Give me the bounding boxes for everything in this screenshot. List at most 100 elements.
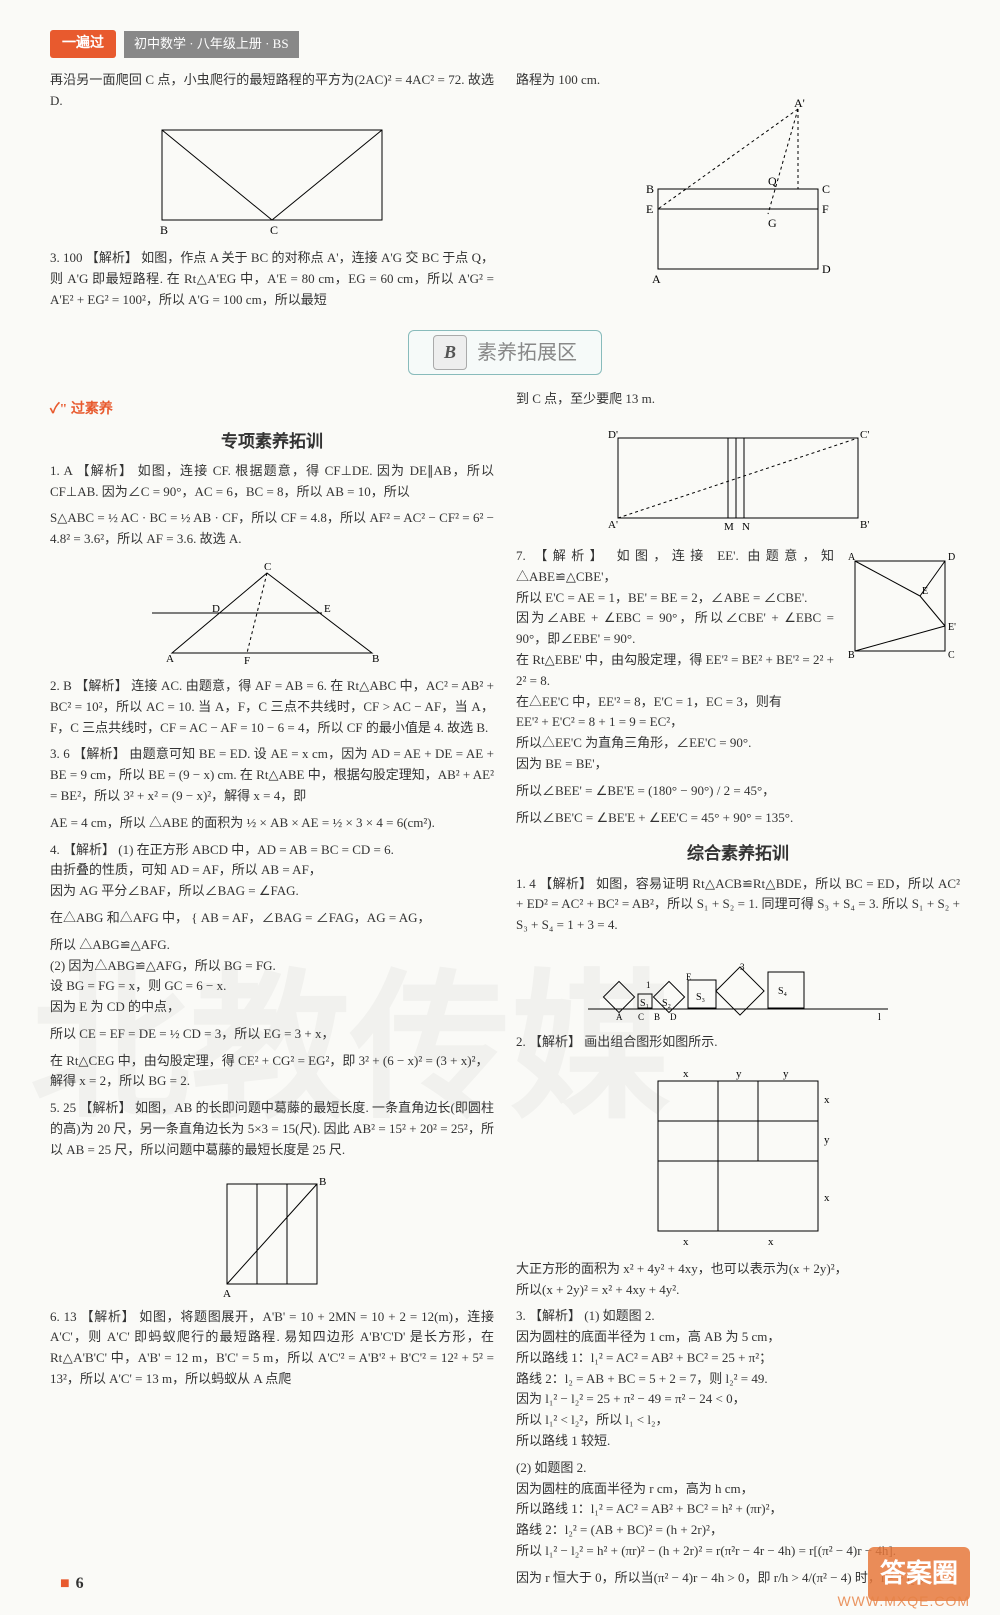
q4d: 所以 CE = EF = DE = ½ CD = 3，所以 EG = 3 + x… — [50, 1024, 494, 1045]
svg-text:A: A — [166, 653, 174, 665]
svg-text:D': D' — [608, 429, 618, 441]
title1: 专项素养拓训 — [50, 428, 494, 455]
right-top-p1: 路程为 100 cm. — [516, 70, 960, 91]
svg-text:x: x — [683, 1068, 689, 1080]
banner-letter: B — [433, 335, 467, 370]
svg-text:E: E — [324, 603, 331, 615]
q7c: 所以∠BE'C = ∠BE'E + ∠EE'C = 45° + 90° = 13… — [516, 808, 960, 829]
c1-diagram: S₁ S₂ S₃ S₄ A C B D l 1 E 3 — [516, 944, 960, 1024]
brand-tag: 一遍过 — [50, 30, 116, 58]
left-top-q3: 3. 100 【解析】 如图，作点 A 关于 BC 的对称点 A'，连接 A'G… — [50, 248, 494, 310]
q5: 5. 25 【解析】 如图，AB 的长即问题中葛藤的最短长度. 一条直角边长(即… — [50, 1098, 494, 1160]
svg-text:A: A — [223, 1288, 231, 1299]
svg-text:M: M — [724, 521, 734, 533]
top-right-col: 路程为 100 cm. A' B C E F G Q A D — [516, 70, 960, 316]
r-diagram1: A' B' C' D' M N — [516, 418, 960, 538]
svg-text:D: D — [822, 262, 831, 276]
svg-text:1: 1 — [646, 980, 651, 990]
svg-text:C: C — [638, 1012, 644, 1022]
q4b: 在△ABG 和△AFG 中， { AB = AF，∠BAG = ∠FAG，AG … — [50, 908, 494, 929]
svg-text:x: x — [824, 1192, 830, 1204]
page-number: 6 — [60, 1571, 84, 1597]
r-p0: 到 C 点，至少要爬 13 m. — [516, 389, 960, 410]
label-b: B — [160, 223, 168, 237]
q3: 3. 6 【解析】 由题意可知 BE = ED. 设 AE = x cm，因为 … — [50, 744, 494, 806]
page: 一遍过 初中数学 · 八年级上册 · BS 再沿另一面爬回 C 点，小虫爬行的最… — [0, 0, 1000, 1615]
svg-text:y: y — [783, 1068, 789, 1080]
main-columns: ✓" 过素养 专项素养拓训 1. A 【解析】 如图，连接 CF. 根据题意，得… — [50, 389, 960, 1594]
svg-text:A: A — [652, 272, 661, 286]
svg-text:Q: Q — [768, 174, 777, 188]
svg-text:D: D — [212, 603, 220, 615]
title2: 综合素养拓训 — [516, 840, 960, 867]
svg-text:D: D — [948, 552, 955, 563]
svg-text:A': A' — [794, 99, 805, 110]
svg-text:x: x — [768, 1236, 774, 1248]
left-column: ✓" 过素养 专项素养拓训 1. A 【解析】 如图，连接 CF. 根据题意，得… — [50, 389, 494, 1594]
diagram-geom-right: A' B C E F G Q A D — [516, 99, 960, 299]
c2a: 2. 【解析】 画出组合图形如图所示. — [516, 1032, 960, 1053]
svg-text:F: F — [244, 655, 250, 667]
guo-label: ✓" 过素养 — [50, 399, 494, 421]
banner-text: 素养拓展区 — [477, 337, 577, 369]
svg-text:E': E' — [948, 622, 956, 633]
svg-text:B: B — [646, 182, 654, 196]
svg-text:x: x — [824, 1094, 830, 1106]
svg-text:y: y — [824, 1134, 830, 1146]
c1: 1. 4 【解析】 如图，容易证明 Rt△ACB≌Rt△BDE，所以 BC = … — [516, 874, 960, 936]
diagram-rect-triangle: B C — [50, 120, 494, 240]
q4a: 4. 【解析】 (1) 在正方形 ABCD 中，AD = AB = BC = C… — [50, 840, 494, 902]
section-banner: B 素养拓展区 — [50, 330, 960, 375]
c2-diagram: x y y x y x x x — [516, 1061, 960, 1251]
svg-text:S₂: S₂ — [662, 998, 671, 1009]
svg-text:G: G — [768, 216, 777, 230]
svg-text:C: C — [822, 182, 830, 196]
right-column: 到 C 点，至少要爬 13 m. A' B' C' D' M N — [516, 389, 960, 1594]
top-columns: 再沿另一面爬回 C 点，小虫爬行的最短路程的平方为(2AC)² = 4AC² =… — [50, 70, 960, 316]
subject-tag: 初中数学 · 八年级上册 · BS — [124, 31, 299, 58]
svg-text:B: B — [654, 1012, 660, 1022]
q1a: 1. A 【解析】 如图，连接 CF. 根据题意，得 CF⊥DE. 因为 DE∥… — [50, 461, 494, 503]
svg-text:C: C — [948, 650, 955, 661]
svg-text:A: A — [616, 1012, 623, 1022]
svg-text:3: 3 — [740, 962, 745, 972]
svg-text:F: F — [822, 202, 829, 216]
svg-text:N: N — [742, 521, 750, 533]
svg-text:B: B — [319, 1176, 326, 1188]
c3a: 3. 【解析】 (1) 如题图 2. 因为圆柱的底面半径为 1 cm，高 AB … — [516, 1306, 960, 1452]
svg-text:A: A — [848, 552, 856, 563]
q7-float-diagram: A D B C E E' — [840, 546, 960, 673]
svg-text:E: E — [646, 202, 653, 216]
svg-text:S₄: S₄ — [778, 986, 788, 997]
svg-text:y: y — [736, 1068, 742, 1080]
svg-text:D: D — [670, 1012, 677, 1022]
svg-text:l: l — [878, 1012, 881, 1023]
q3b: AE = 4 cm，所以 △ABE 的面积为 ½ × AB × AE = ½ ×… — [50, 813, 494, 834]
c2b: 大正方形的面积为 x² + 4y² + 4xy，也可以表示为(x + 2y)²，… — [516, 1259, 960, 1301]
q1-diagram: A B C D E F — [50, 558, 494, 668]
q7b: 所以∠BEE' = ∠BE'E = (180° − 90°) / 2 = 45°… — [516, 781, 960, 802]
top-left-col: 再沿另一面爬回 C 点，小虫爬行的最短路程的平方为(2AC)² = 4AC² =… — [50, 70, 494, 316]
svg-text:B: B — [372, 653, 379, 665]
svg-text:B: B — [848, 650, 855, 661]
q6: 6. 13 【解析】 如图，将题图展开，A'B' = 10 + 2MN = 10… — [50, 1307, 494, 1390]
label-c: C — [270, 223, 278, 237]
svg-text:C: C — [264, 561, 271, 573]
q4c: 所以 △ABG≌△AFG. (2) 因为△ABG≌△AFG，所以 BG = FG… — [50, 935, 494, 1018]
q2: 2. B 【解析】 连接 AC. 由题意，得 AF = AB = 6. 在 Rt… — [50, 676, 494, 738]
q5-diagram: A B — [50, 1169, 494, 1299]
q4e: 在 Rt△CEG 中，由勾股定理，得 CE² + CG² = EG²，即 3² … — [50, 1051, 494, 1093]
svg-text:A': A' — [608, 519, 618, 531]
svg-text:x: x — [683, 1236, 689, 1248]
q1b: S△ABC = ½ AC · BC = ½ AB · CF，所以 CF = 4.… — [50, 508, 494, 550]
svg-text:S₁: S₁ — [640, 998, 649, 1009]
svg-text:E: E — [922, 586, 928, 597]
page-header: 一遍过 初中数学 · 八年级上册 · BS — [50, 30, 960, 58]
svg-text:S₃: S₃ — [696, 992, 705, 1003]
svg-text:C': C' — [860, 429, 869, 441]
svg-text:B': B' — [860, 519, 869, 531]
svg-text:E: E — [686, 972, 692, 982]
logo-url: WWW.MXQE.COM — [837, 1590, 970, 1612]
left-top-p1: 再沿另一面爬回 C 点，小虫爬行的最短路程的平方为(2AC)² = 4AC² =… — [50, 70, 494, 112]
banner-box: B 素养拓展区 — [408, 330, 602, 375]
